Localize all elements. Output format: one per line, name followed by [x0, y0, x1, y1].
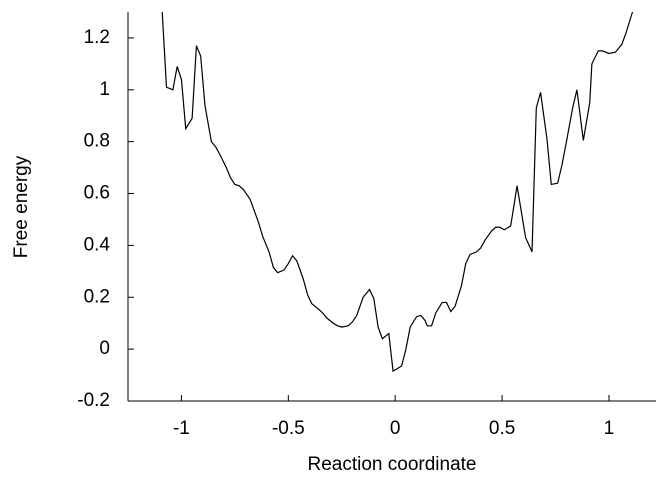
data-line	[161, 12, 634, 373]
x-tick-label: -0.5	[272, 418, 305, 439]
y-tick-label: 1.2	[84, 27, 110, 48]
x-tick-label: 0.5	[489, 418, 515, 439]
y-tick-label: 1	[99, 79, 110, 100]
x-axis-label: Reaction coordinate	[308, 454, 477, 475]
x-tick-label: -1	[173, 418, 190, 439]
y-tick-label: 0.6	[84, 183, 110, 204]
y-tick-label: 0.8	[84, 131, 110, 152]
y-tick-label: 0.2	[84, 286, 110, 307]
y-tick-label: 0.4	[84, 234, 111, 255]
y-tick-label: -0.2	[77, 390, 110, 411]
x-tick-label: 1	[604, 418, 615, 439]
x-tick-label: 0	[390, 418, 401, 439]
y-tick-label: 0	[99, 338, 110, 359]
y-axis-label: Free energy	[11, 155, 32, 258]
